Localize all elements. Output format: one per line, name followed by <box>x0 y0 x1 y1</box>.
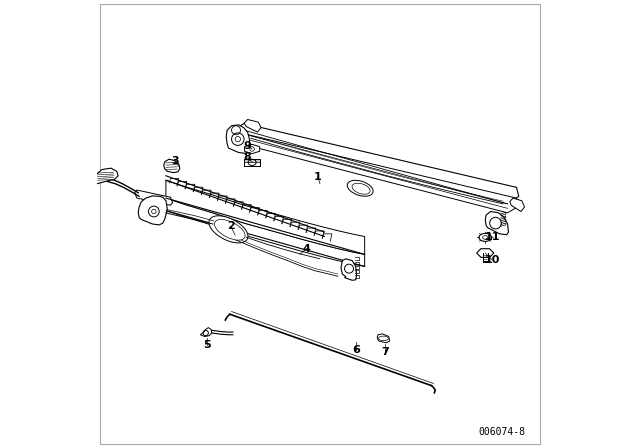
Polygon shape <box>234 124 519 204</box>
Polygon shape <box>166 180 365 254</box>
Text: 10: 10 <box>484 255 500 265</box>
Ellipse shape <box>348 180 373 196</box>
Text: 1: 1 <box>314 172 322 182</box>
Polygon shape <box>244 120 261 132</box>
Polygon shape <box>377 334 390 343</box>
Ellipse shape <box>378 336 388 340</box>
Text: 6: 6 <box>352 345 360 355</box>
Ellipse shape <box>209 216 248 243</box>
Polygon shape <box>341 259 356 280</box>
Polygon shape <box>166 198 365 267</box>
Polygon shape <box>200 327 212 336</box>
Ellipse shape <box>483 236 488 239</box>
Polygon shape <box>134 190 173 205</box>
Polygon shape <box>164 159 180 172</box>
Text: 3: 3 <box>171 156 179 167</box>
Polygon shape <box>234 134 519 213</box>
Text: 006074-8: 006074-8 <box>479 427 525 438</box>
Ellipse shape <box>248 159 256 165</box>
Ellipse shape <box>214 220 245 240</box>
Polygon shape <box>138 196 167 225</box>
Text: 5: 5 <box>204 340 211 350</box>
Text: 4: 4 <box>303 244 310 254</box>
Polygon shape <box>226 125 250 153</box>
Polygon shape <box>95 168 118 184</box>
Polygon shape <box>485 211 508 235</box>
Polygon shape <box>510 198 525 211</box>
Polygon shape <box>477 249 494 257</box>
Text: 8: 8 <box>244 152 252 162</box>
Text: 9: 9 <box>244 141 252 151</box>
Text: 2: 2 <box>227 221 234 231</box>
Text: 11: 11 <box>484 232 500 241</box>
Ellipse shape <box>352 183 370 194</box>
Polygon shape <box>244 144 260 154</box>
Ellipse shape <box>479 233 492 241</box>
Text: 7: 7 <box>381 347 388 357</box>
